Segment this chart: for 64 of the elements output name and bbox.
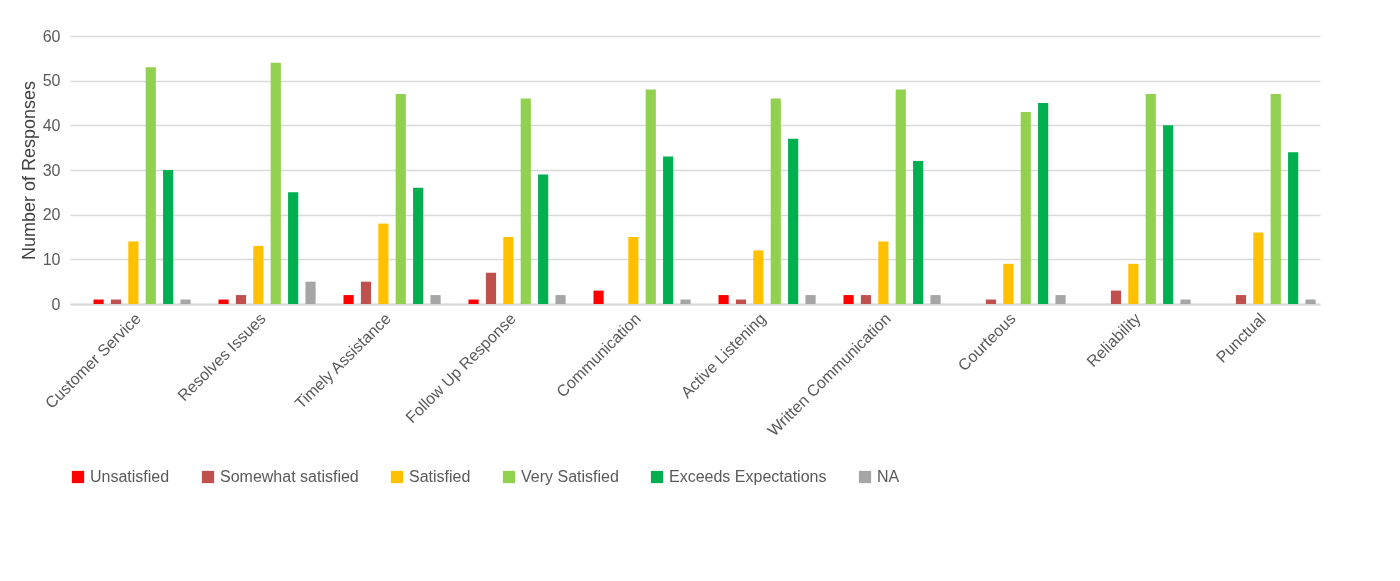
y-tick-label: 60	[42, 27, 61, 45]
bar	[593, 290, 604, 304]
bar	[253, 245, 264, 304]
bar	[878, 241, 889, 304]
bar	[860, 295, 872, 304]
bar	[1145, 94, 1156, 304]
bar	[180, 299, 191, 304]
y-axis-title: Number of Responses	[18, 80, 39, 261]
bar	[163, 170, 174, 304]
bar	[718, 295, 729, 304]
bar	[430, 295, 441, 304]
bar	[1110, 290, 1122, 304]
bar	[628, 237, 639, 304]
bar	[1180, 299, 1191, 304]
y-tick-label: 30	[42, 161, 61, 179]
bar	[805, 295, 816, 304]
bar	[680, 299, 691, 304]
bar	[1128, 263, 1139, 304]
bar	[1038, 103, 1049, 304]
bar	[305, 281, 316, 304]
bar	[413, 187, 424, 304]
bar	[378, 223, 389, 304]
y-tick-label: 50	[42, 72, 61, 90]
legend-label: NA	[877, 468, 900, 485]
bar	[753, 250, 764, 304]
y-tick-label: 10	[42, 250, 61, 268]
bar	[1163, 125, 1174, 304]
legend-label: Unsatisfied	[90, 468, 170, 485]
bar	[555, 295, 566, 304]
bar	[503, 237, 514, 304]
bar	[395, 94, 406, 304]
bar	[1305, 299, 1316, 304]
bar	[930, 295, 941, 304]
bar	[235, 295, 247, 304]
legend-label: Exceeds Expectations	[669, 468, 827, 485]
bar	[343, 295, 354, 304]
bar	[663, 156, 674, 304]
bar	[843, 295, 854, 304]
legend-label: Satisfied	[409, 468, 471, 485]
bar	[1288, 152, 1299, 304]
bar	[520, 98, 531, 304]
bar	[1235, 295, 1247, 304]
bar	[485, 272, 497, 304]
bar	[895, 89, 906, 304]
bar	[145, 67, 156, 304]
bar	[1020, 111, 1031, 304]
bar	[1253, 232, 1264, 304]
bar	[288, 192, 299, 304]
bar	[788, 138, 799, 304]
bar	[645, 89, 656, 304]
y-tick-label: 40	[42, 116, 61, 134]
bar	[1055, 295, 1066, 304]
bar	[270, 62, 281, 304]
bar	[128, 241, 139, 304]
bar	[1270, 94, 1281, 304]
bar	[770, 98, 781, 304]
bar	[538, 174, 549, 304]
bar	[1003, 263, 1014, 304]
bar	[360, 281, 372, 304]
bar	[913, 161, 924, 304]
y-tick-label: 20	[42, 206, 61, 224]
legend-label: Very Satisfied	[521, 468, 619, 485]
legend-label: Somewhat satisfied	[220, 468, 359, 485]
y-tick-label: 0	[51, 295, 61, 313]
